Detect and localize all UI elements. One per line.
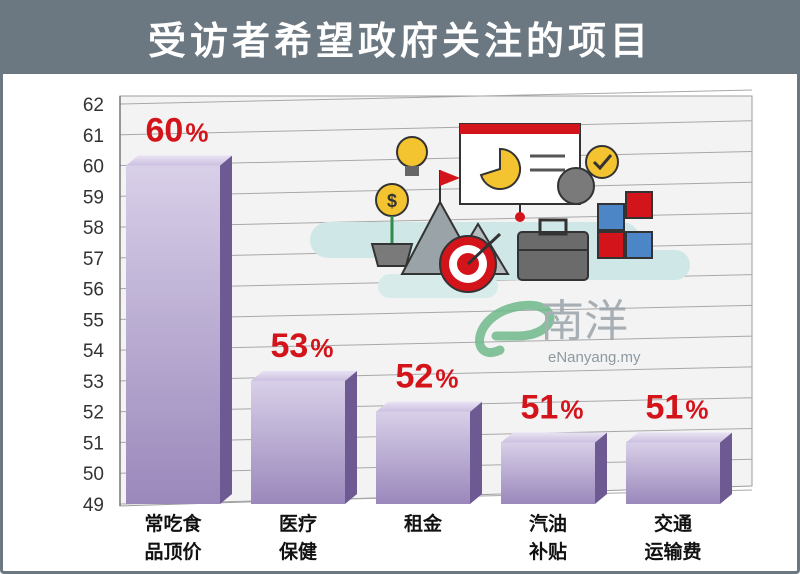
x-category-label: 汽油 [529, 512, 567, 535]
y-tick-label: 56 [83, 280, 104, 301]
data-label: 51% [521, 388, 584, 426]
y-tick-label: 58 [83, 218, 104, 239]
y-tick-label: 57 [83, 249, 104, 270]
bar-top [126, 155, 232, 166]
bar [251, 380, 345, 504]
puzzle-icon [597, 191, 653, 259]
x-category-label: 医疗 [279, 512, 317, 535]
y-tick-label: 62 [83, 95, 104, 116]
bar-top [251, 370, 357, 381]
business-illustration: $ [310, 123, 690, 298]
y-tick-label: 61 [83, 126, 104, 147]
data-label: 51% [646, 388, 709, 426]
x-category-label: 保健 [278, 540, 317, 563]
title-bar: 受访者希望政府关注的项目 [0, 0, 800, 74]
bar-chart: 49 50 51 52 53 54 55 56 57 58 59 60 61 62 $ [83, 89, 753, 563]
bar [501, 442, 595, 504]
data-label: 52% [396, 358, 459, 396]
dollar-plant-icon: $ [370, 183, 414, 267]
target-icon [439, 232, 502, 293]
bar-side [720, 432, 732, 504]
watermark-site: eNanyang.my [548, 349, 641, 366]
svg-text:$: $ [387, 191, 397, 211]
bar-side [345, 370, 357, 504]
bar-side [470, 401, 482, 504]
bar [126, 165, 220, 504]
y-tick-label: 55 [83, 310, 104, 331]
y-tick-label: 54 [83, 341, 105, 362]
gear-check-icon [557, 145, 619, 205]
x-category-label: 常吃食 [144, 512, 202, 535]
data-label: 53% [271, 327, 334, 365]
x-category-label: 品顶价 [144, 541, 202, 563]
y-tick-label: 52 [83, 403, 104, 424]
bar-side [220, 155, 232, 504]
y-axis: 49 50 51 52 53 54 55 56 57 58 59 60 61 62 [83, 95, 121, 516]
gridline [119, 120, 753, 136]
bar [626, 442, 720, 504]
x-category-label: 租金 [404, 512, 443, 535]
y-tick-label: 50 [83, 464, 104, 485]
y-tick-label: 49 [83, 495, 104, 516]
x-category-label: 补贴 [529, 540, 567, 563]
briefcase-icon [517, 218, 589, 281]
bar-top [376, 401, 482, 412]
data-label: 60% [146, 112, 209, 150]
y-tick-label: 51 [83, 433, 104, 454]
lightbulb-icon [396, 136, 428, 176]
bar [376, 411, 470, 504]
bar-side [595, 432, 607, 504]
bar-top [501, 432, 607, 443]
x-category-label: 交通 [654, 512, 693, 535]
bars [126, 155, 732, 504]
chart-title: 受访者希望政府关注的项目 [147, 18, 652, 63]
enanyang-watermark: 南洋 eNanyang.my [475, 296, 641, 366]
x-category-label: 运输费 [644, 540, 701, 563]
y-tick-label: 53 [83, 372, 104, 393]
gridline [119, 89, 753, 105]
data-labels: 60% 53% 52% 51% 51% [146, 112, 709, 427]
y-tick-label: 59 [83, 187, 104, 208]
bar-top [626, 432, 732, 443]
y-tick-label: 60 [83, 157, 104, 178]
watermark-logo: 南洋 [540, 296, 628, 347]
